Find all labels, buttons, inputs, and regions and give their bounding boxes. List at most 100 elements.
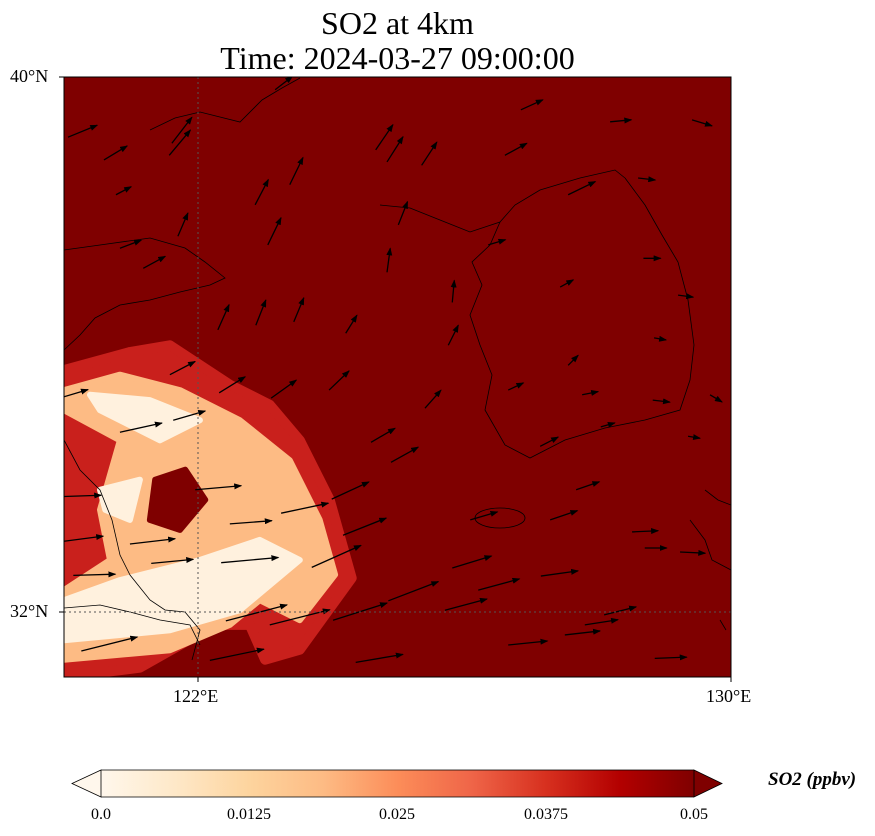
wind-vector-arrow (81, 635, 139, 652)
map-time-subtitle: Time: 2024-03-27 09:00:00 (220, 40, 575, 76)
wind-vector-arrow (386, 247, 393, 273)
wind-vector-arrow (280, 501, 330, 514)
wind-vector-arrow (390, 446, 420, 463)
wind-vector-arrow (397, 200, 409, 226)
wind-vector-arrow (567, 180, 597, 196)
colorbar-min-extension (71, 769, 102, 798)
colorbar-tick-label: 0.025 (379, 806, 415, 823)
wind-vectors (64, 77, 723, 664)
wind-vector-arrow (142, 255, 167, 269)
colorbar-tick-label: 0.0125 (227, 806, 271, 823)
wind-vector-arrow (293, 296, 305, 323)
wind-vector-arrow (195, 483, 243, 491)
wind-vector-arrow (386, 135, 404, 163)
wind-vector-arrow (217, 303, 230, 331)
wind-vector-arrow (680, 549, 707, 556)
wind-vector-arrow (575, 481, 601, 491)
wind-vector-arrow (115, 186, 133, 196)
lat-tick-label: 32°N (10, 601, 49, 621)
colorbar-tick-label: 0.0 (91, 806, 111, 823)
wind-vector-arrow (73, 571, 117, 578)
wind-vector-arrow (311, 544, 362, 568)
wind-vector-arrow (254, 178, 269, 206)
wind-vector-arrow (331, 481, 370, 500)
coastlines (64, 77, 731, 661)
wind-vector-arrow (151, 557, 195, 565)
wind-vector-arrow (600, 421, 616, 428)
colorbar-tick-label: 0.0375 (524, 806, 568, 823)
wind-vector-arrow (355, 652, 404, 664)
wind-vector-arrow (559, 279, 575, 288)
wind-vector-arrow (452, 555, 493, 569)
wind-vector-arrow (450, 279, 457, 303)
wind-vector-arrow (375, 123, 394, 151)
wind-vector-arrow (424, 389, 442, 409)
wind-vector-arrow (67, 124, 99, 138)
wind-vector-arrow (539, 436, 560, 447)
wind-vector-arrow (709, 394, 723, 403)
wind-vector-arrow (221, 555, 280, 564)
wind-vector-arrow (508, 638, 549, 646)
wind-vector-arrow (270, 379, 298, 399)
wind-vector-arrow (652, 398, 671, 405)
wind-vector-arrow (677, 293, 695, 300)
wind-vector-arrow (584, 617, 619, 626)
wind-vector-arrow (388, 581, 440, 602)
wind-vector-arrow (345, 314, 358, 334)
so2-contour-region (97, 476, 143, 523)
wind-vector-arrow (274, 77, 294, 91)
wind-vector-arrow (610, 117, 633, 124)
wind-vector-arrow (603, 605, 638, 616)
wind-vector-arrow (564, 628, 602, 636)
wind-vector-arrow (370, 427, 396, 443)
wind-vector-arrow (168, 129, 192, 156)
wind-vector-arrow (549, 510, 579, 521)
wind-vector-arrow (582, 390, 600, 396)
wind-vector-arrow (444, 597, 488, 611)
wind-vector-arrow (632, 528, 660, 535)
map-title: SO2 at 4km (321, 5, 474, 41)
colorbar-tick-label: 0.05 (680, 806, 708, 823)
wind-vector-arrow (119, 421, 163, 433)
wind-vector-arrow (421, 141, 438, 166)
wind-vector-arrow (478, 577, 521, 591)
lat-tick-label: 40°N (10, 66, 49, 86)
wind-vector-arrow (267, 216, 282, 246)
wind-vector-arrow (691, 119, 713, 127)
so2-contour-region (146, 466, 209, 533)
wind-vector-arrow (520, 99, 544, 111)
wind-vector-arrow (289, 156, 304, 185)
wind-vector-arrow (129, 536, 177, 545)
wind-vector-arrow (342, 517, 388, 536)
wind-vector-arrow (507, 382, 525, 391)
wind-vector-arrow (64, 492, 103, 499)
wind-vector-arrow (638, 176, 657, 183)
wind-vector-arrow (653, 335, 668, 342)
lon-tick-label: 122°E (173, 686, 219, 706)
wind-vector-arrow (328, 370, 350, 391)
so2-contour-region (64, 536, 303, 644)
wind-vector-arrow (64, 534, 105, 542)
wind-vector-arrow (64, 388, 89, 398)
wind-vector-arrow (488, 238, 507, 246)
wind-vector-arrow (654, 654, 688, 661)
wind-vector-arrow (173, 410, 207, 421)
wind-vector-arrow (177, 212, 189, 237)
wind-vector-arrow (447, 324, 459, 346)
wind-vector-arrow (687, 434, 702, 441)
wind-vector-arrow (255, 299, 267, 326)
wind-vector-arrow (225, 603, 289, 622)
wind-vector-arrow (169, 360, 196, 376)
colorbar-label: SO2 (ppbv) (768, 769, 857, 790)
wind-vector-arrow (504, 142, 528, 156)
wind-vector-arrow (567, 354, 579, 366)
lon-tick-label: 130°E (706, 686, 752, 706)
wind-vector-arrow (540, 568, 580, 577)
colorbar (71, 769, 723, 798)
wind-vector-arrow (103, 145, 129, 161)
colorbar-max-extension (693, 769, 723, 798)
wind-vector-arrow (229, 518, 273, 525)
so2-contour-region (87, 391, 203, 444)
wind-vector-arrow (209, 647, 265, 662)
